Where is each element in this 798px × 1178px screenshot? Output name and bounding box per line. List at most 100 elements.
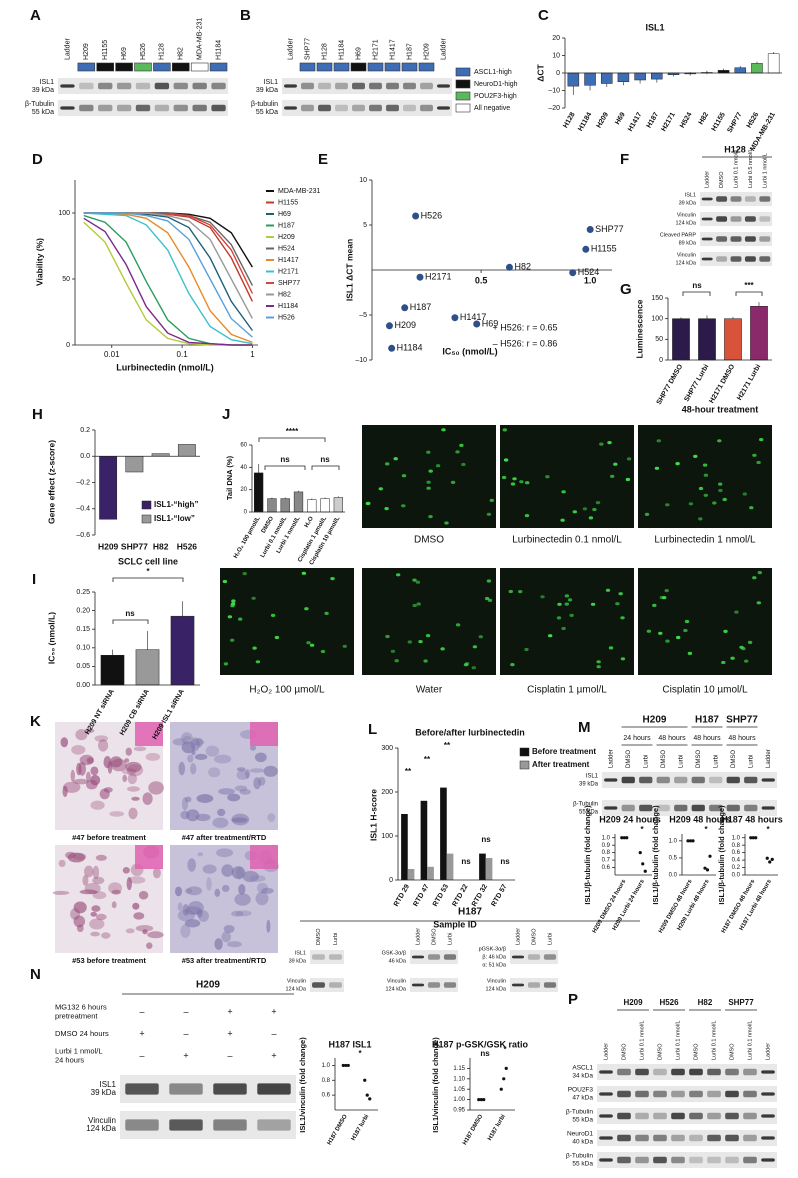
inset <box>135 845 163 869</box>
row-label: 47 kDa <box>572 1095 593 1102</box>
tissue <box>208 767 221 778</box>
row-label: β-Tubulin <box>566 1109 593 1116</box>
row-label: 55 kDa <box>32 109 54 116</box>
comet <box>644 512 650 517</box>
bar <box>724 318 742 361</box>
band <box>125 1083 159 1095</box>
tissue <box>62 785 68 798</box>
y-tick-label: 60 <box>240 443 247 449</box>
legend-label: ASCL1-high <box>474 69 512 76</box>
image-caption: H₂O₂ 100 µmol/L <box>249 685 325 696</box>
lane-label: Ladder <box>440 38 447 60</box>
bar <box>427 866 434 880</box>
comet <box>426 450 431 454</box>
tissue <box>239 789 251 795</box>
bracket <box>264 465 306 470</box>
band <box>98 104 113 112</box>
comet <box>252 646 257 650</box>
tissue <box>255 891 269 906</box>
y-tick-label: 0.7 <box>602 858 611 864</box>
band <box>761 1092 775 1096</box>
comet <box>684 619 690 624</box>
tissue <box>95 913 107 921</box>
image-caption: #53 after treatment/RTD <box>182 956 267 965</box>
tissue <box>196 909 203 918</box>
image-caption: Cisplatin 1 µmol/L <box>527 685 607 696</box>
band <box>761 1136 775 1140</box>
condition-mark: + <box>183 1050 188 1060</box>
x-tick-label: H187 <box>646 111 660 129</box>
point <box>751 836 755 840</box>
bar <box>440 787 447 880</box>
comet <box>560 518 565 522</box>
point-label: H1417 <box>460 312 487 322</box>
tissue <box>124 758 130 763</box>
comet <box>510 663 515 667</box>
annotation: ** <box>405 767 412 776</box>
band <box>725 1156 739 1164</box>
bar <box>767 53 780 74</box>
lane-label: Ladder <box>603 1043 609 1060</box>
point <box>412 212 420 220</box>
y-tick-label: –0.2 <box>76 479 90 486</box>
tissue <box>71 745 86 755</box>
point <box>365 1093 369 1097</box>
blot-strip <box>597 1152 777 1168</box>
lane-label: H209 <box>83 43 90 60</box>
point <box>691 839 695 843</box>
tissue <box>178 761 186 776</box>
comet <box>450 480 456 484</box>
band <box>707 1090 721 1098</box>
point <box>569 269 577 277</box>
band <box>192 82 207 90</box>
tissue <box>187 858 196 872</box>
band <box>635 1090 649 1098</box>
bar <box>634 72 646 81</box>
band <box>335 104 348 112</box>
comet <box>455 450 460 454</box>
point <box>451 314 459 322</box>
band <box>599 1092 613 1096</box>
band <box>335 82 348 90</box>
band <box>599 1114 613 1118</box>
band <box>79 82 94 90</box>
point <box>505 263 513 271</box>
legend-label: SHP77 <box>278 280 300 287</box>
tissue <box>221 864 234 877</box>
point <box>473 320 481 328</box>
tissue <box>221 931 231 943</box>
band <box>761 1070 775 1074</box>
comet <box>607 441 612 445</box>
comet <box>608 646 614 650</box>
tissue <box>95 854 107 861</box>
tissue <box>138 890 149 900</box>
band <box>671 1112 685 1120</box>
band <box>689 1156 703 1164</box>
bracket <box>258 437 326 442</box>
tissue <box>98 739 109 752</box>
bar <box>401 814 408 880</box>
comet <box>569 613 574 618</box>
chart-title: H209 48 hours <box>669 814 731 824</box>
y-tick-label: –5 <box>359 312 367 319</box>
point <box>638 851 642 855</box>
annotation: ** <box>424 755 431 764</box>
row-label: β-Tubulin <box>573 802 598 808</box>
annotation: ** <box>444 741 451 750</box>
legend-label: H526 <box>278 314 295 321</box>
panel-letter: L <box>368 721 377 738</box>
y-tick-label: 0 <box>244 510 248 516</box>
band <box>716 196 728 202</box>
tissue <box>84 728 95 734</box>
annotation: ns <box>692 281 702 290</box>
comet <box>418 640 423 644</box>
comet <box>659 595 664 600</box>
condition-label: MG132 6 hours <box>55 1002 107 1011</box>
legend-label: After treatment <box>532 760 590 769</box>
comet-image <box>500 568 634 675</box>
tissue <box>234 893 251 906</box>
point-label: H524 <box>578 267 600 277</box>
band <box>730 256 742 262</box>
lane-label: Lurbi <box>713 755 719 768</box>
band <box>617 1068 631 1076</box>
